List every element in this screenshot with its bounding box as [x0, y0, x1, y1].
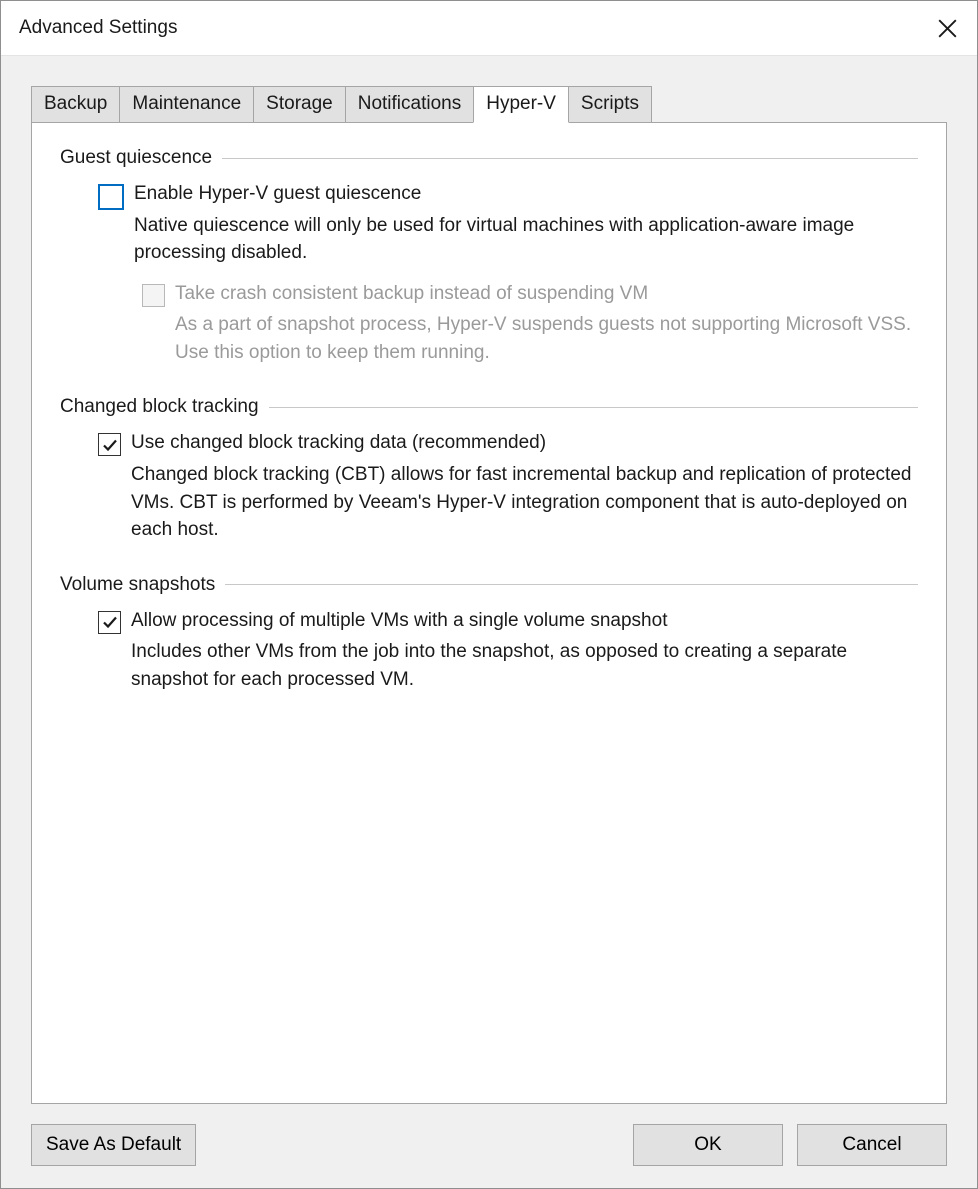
desc-use-cbt: Changed block tracking (CBT) allows for … [131, 461, 918, 544]
checkmark-icon [102, 437, 118, 453]
cancel-button[interactable]: Cancel [797, 1124, 947, 1166]
dialog-footer: Save As Default OK Cancel [31, 1104, 947, 1166]
checkbox-enable-quiescence[interactable] [98, 184, 124, 210]
desc-crash-consistent: As a part of snapshot process, Hyper-V s… [175, 311, 918, 366]
group-title-quiescence: Guest quiescence [60, 147, 212, 169]
tab-storage[interactable]: Storage [253, 86, 346, 123]
checkbox-use-cbt[interactable] [98, 433, 121, 456]
group-cbt: Changed block tracking Use changed block… [60, 396, 918, 543]
checkbox-allow-multi-vm-snapshot[interactable] [98, 611, 121, 634]
tab-scripts[interactable]: Scripts [568, 86, 652, 123]
tab-notifications[interactable]: Notifications [345, 86, 475, 123]
client-area: Backup Maintenance Storage Notifications… [1, 55, 977, 1188]
group-guest-quiescence: Guest quiescence Enable Hyper-V guest qu… [60, 147, 918, 366]
label-use-cbt: Use changed block tracking data (recomme… [131, 430, 918, 457]
label-crash-consistent: Take crash consistent backup instead of … [175, 281, 918, 308]
window-title: Advanced Settings [19, 17, 177, 39]
tab-backup[interactable]: Backup [31, 86, 120, 123]
label-allow-multi-vm-snapshot: Allow processing of multiple VMs with a … [131, 608, 918, 635]
ok-button[interactable]: OK [633, 1124, 783, 1166]
group-divider [269, 407, 918, 408]
checkmark-icon [102, 614, 118, 630]
save-as-default-button[interactable]: Save As Default [31, 1124, 196, 1166]
group-divider [225, 584, 918, 585]
group-title-cbt: Changed block tracking [60, 396, 259, 418]
tab-hyperv[interactable]: Hyper-V [473, 86, 569, 123]
desc-enable-quiescence: Native quiescence will only be used for … [134, 212, 918, 267]
tab-maintenance[interactable]: Maintenance [119, 86, 254, 123]
titlebar: Advanced Settings [1, 1, 977, 55]
group-divider [222, 158, 918, 159]
group-title-snapshots: Volume snapshots [60, 574, 215, 596]
tab-panel-hyperv: Guest quiescence Enable Hyper-V guest qu… [31, 122, 947, 1104]
label-enable-quiescence: Enable Hyper-V guest quiescence [134, 181, 918, 208]
tab-strip: Backup Maintenance Storage Notifications… [31, 86, 947, 123]
close-button[interactable] [917, 1, 977, 55]
group-volume-snapshots: Volume snapshots Allow processing of mul… [60, 574, 918, 694]
desc-allow-multi-vm-snapshot: Includes other VMs from the job into the… [131, 638, 918, 693]
advanced-settings-window: Advanced Settings Backup Maintenance Sto… [0, 0, 978, 1189]
close-icon [938, 19, 957, 38]
checkbox-crash-consistent [142, 284, 165, 307]
